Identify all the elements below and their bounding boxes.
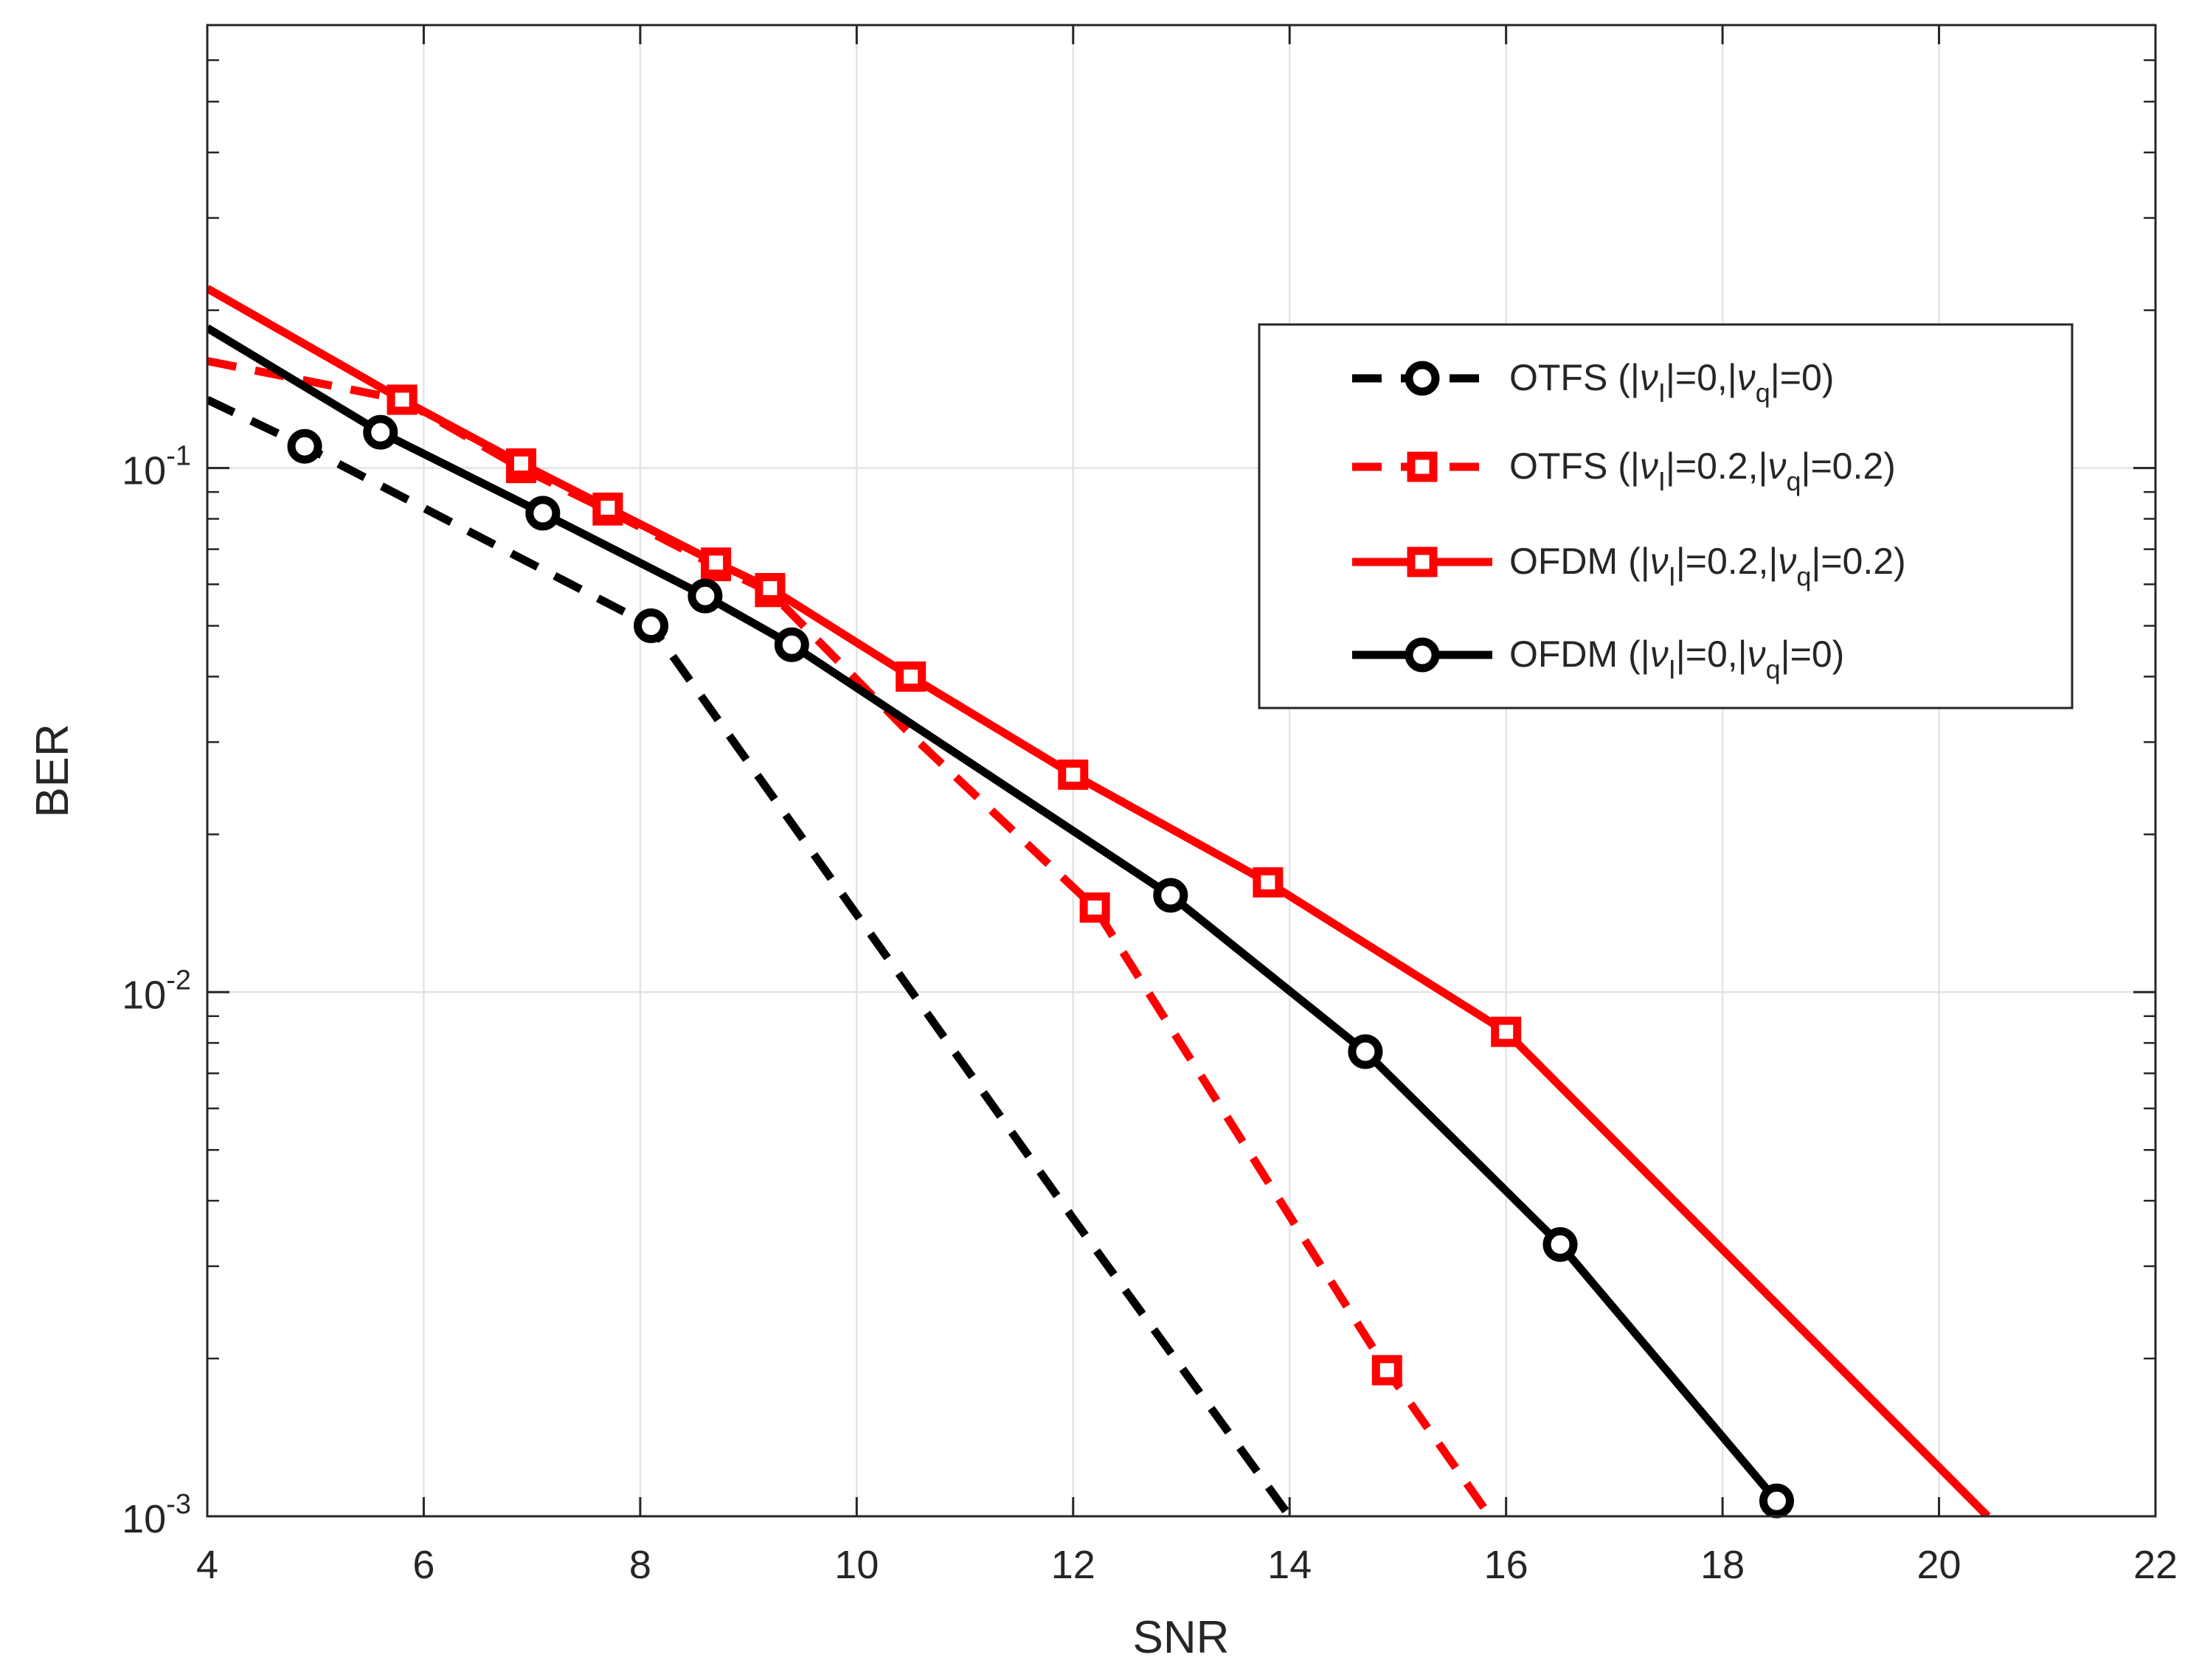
data-point <box>1759 1483 1794 1518</box>
legend-label: OFDM (|νI|=0,|νq|=0) <box>1509 634 1844 684</box>
y-tick-label: 10-1 <box>122 441 191 493</box>
legend-box <box>1258 323 2074 709</box>
data-point <box>755 572 786 603</box>
data-point <box>1079 892 1110 923</box>
y-tick-label: 10-2 <box>122 965 191 1017</box>
legend-marker <box>1407 546 1438 577</box>
data-point <box>363 414 398 450</box>
x-tick-label: 18 <box>1700 1543 1745 1587</box>
x-tick-label: 10 <box>834 1543 879 1587</box>
data-point <box>634 608 669 644</box>
y-axis-title: BER <box>27 723 78 817</box>
x-axis-title: SNR <box>1133 1612 1230 1663</box>
legend-marker <box>1407 451 1438 482</box>
x-tick-label: 16 <box>1484 1543 1528 1587</box>
x-tick-label: 6 <box>412 1543 434 1587</box>
data-point <box>701 547 732 578</box>
legend: OTFS (|νI|=0,|νq|=0) OTFS (|νI|=0.2,|νq|=… <box>1258 323 2074 709</box>
data-point <box>1542 1226 1578 1262</box>
legend-marker <box>1405 361 1440 396</box>
axis-ticks <box>206 25 2157 1518</box>
data-point <box>1253 867 1284 898</box>
x-tick-label: 22 <box>2133 1543 2178 1587</box>
legend-marker <box>1405 637 1440 673</box>
x-tick-label: 14 <box>1267 1543 1312 1587</box>
data-point <box>688 578 723 614</box>
data-point <box>505 448 536 479</box>
data-point <box>525 496 561 531</box>
data-point <box>1348 1034 1383 1069</box>
x-tick-label: 8 <box>629 1543 651 1587</box>
y-tick-labels: 10-3 10-2 10-1 <box>122 441 191 1541</box>
x-tick-label: 20 <box>1917 1543 1961 1587</box>
y-tick-label: 10-3 <box>122 1489 191 1541</box>
data-point <box>774 627 809 662</box>
x-tick-label: 12 <box>1051 1543 1095 1587</box>
data-point <box>1153 878 1188 913</box>
data-point <box>896 661 927 692</box>
marker-layer <box>287 384 1794 1518</box>
x-tick-labels: 4 6 8 10 12 14 16 18 20 22 <box>196 1543 2178 1587</box>
x-tick-label: 4 <box>196 1543 218 1587</box>
data-point <box>592 492 623 523</box>
legend-label: OTFS (|νI|=0.2,|νq|=0.2) <box>1509 445 1896 496</box>
legend-label: OFDM (|νI|=0.2,|νq|=0.2) <box>1509 541 1906 591</box>
plot-area-frame <box>206 24 2157 1518</box>
data-point <box>387 384 418 415</box>
data-point <box>1491 1016 1522 1047</box>
data-point <box>287 428 322 464</box>
data-point <box>1371 1355 1402 1386</box>
legend-label: OTFS (|νI|=0,|νq|=0) <box>1509 357 1834 408</box>
data-point <box>1058 759 1089 790</box>
